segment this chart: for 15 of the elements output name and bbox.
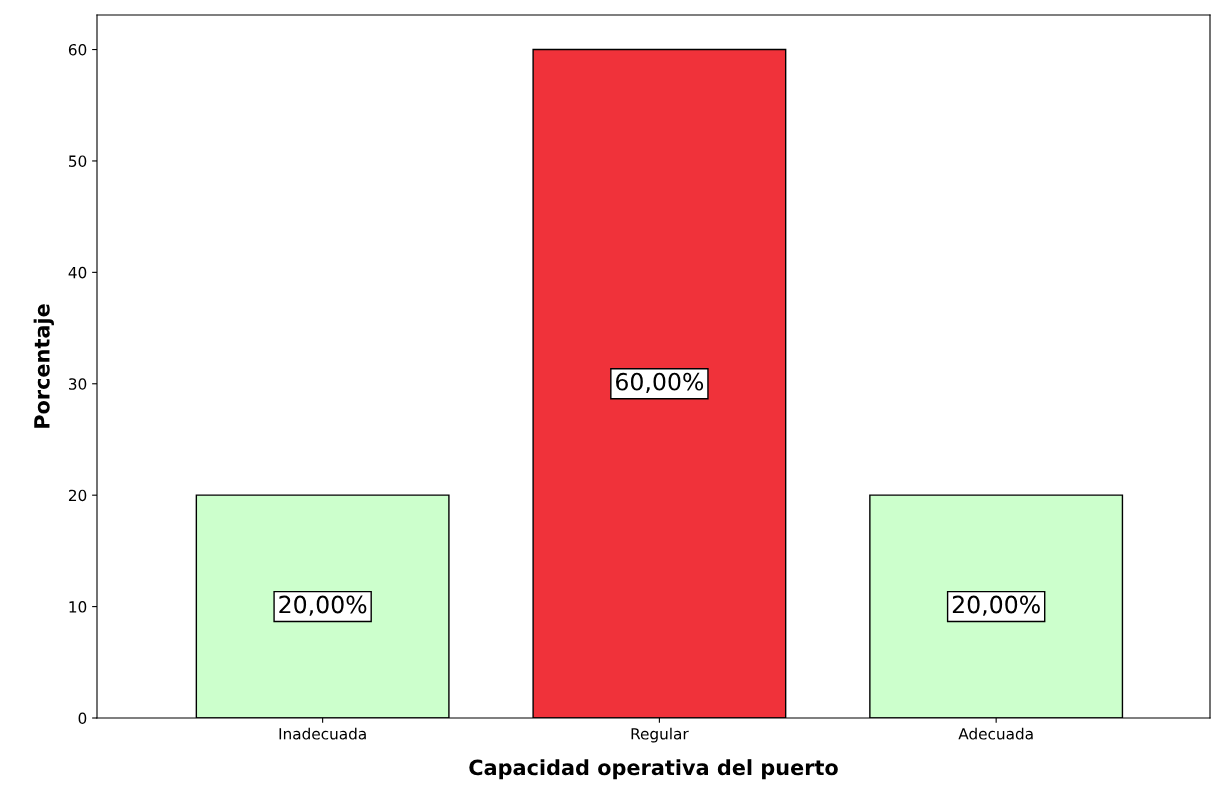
y-tick-label: 20 — [68, 489, 87, 502]
y-tick-label: 50 — [69, 155, 87, 167]
y-tick-label: 0 — [78, 712, 87, 725]
x-tick-label: Regular — [631, 727, 689, 743]
y-axis-title: Porcentaje — [33, 304, 54, 428]
y-tick-label: 10 — [69, 601, 87, 613]
data-label: 20,00% — [279, 595, 367, 616]
data-label: 60,00% — [616, 372, 704, 394]
y-tick-label: 30 — [69, 378, 87, 390]
data-label: 20,00% — [952, 595, 1040, 616]
x-tick-label: Adecuada — [958, 727, 1033, 740]
x-tick-label: Inadecuada — [279, 727, 366, 740]
y-tick-label: 60 — [68, 44, 87, 56]
x-axis-title: Capacidad operativa del puerto — [469, 759, 838, 780]
y-tick-label: 40 — [68, 266, 87, 279]
